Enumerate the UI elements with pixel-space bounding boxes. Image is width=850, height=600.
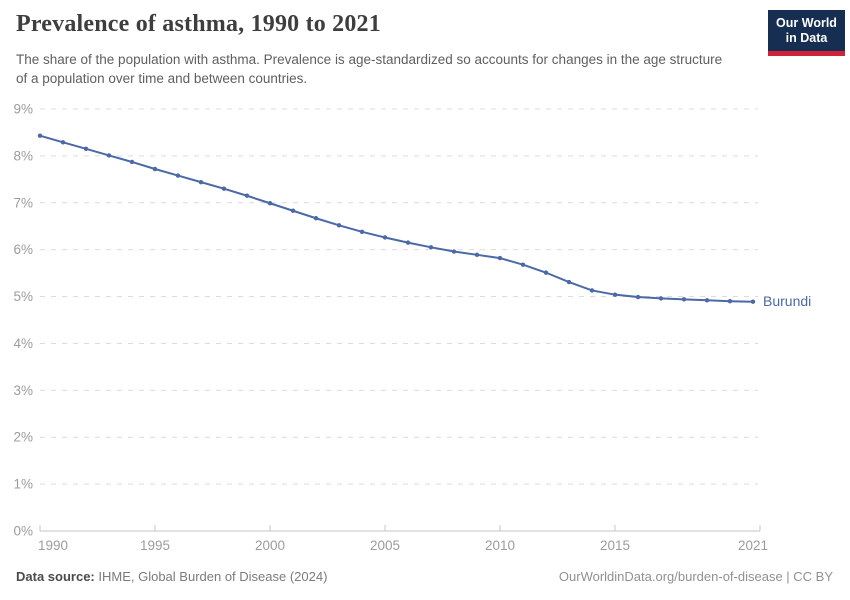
chart-title: Prevalence of asthma, 1990 to 2021 xyxy=(16,11,381,37)
license-credit[interactable]: OurWorldinData.org/burden-of-disease | C… xyxy=(558,569,833,584)
data-source: Data source: IHME, Global Burden of Dise… xyxy=(16,569,327,584)
svg-text:2010: 2010 xyxy=(485,538,515,553)
data-source-label: Data source: xyxy=(16,569,95,584)
burundi-line[interactable] xyxy=(39,134,754,303)
y-gridlines xyxy=(40,108,758,485)
svg-text:7%: 7% xyxy=(13,195,33,210)
y-axis-labels: 0% 1% 2% 3% 4% 5% 6% 7% 8% 9% xyxy=(13,101,33,538)
owid-logo[interactable]: Our World in Data xyxy=(768,10,845,56)
svg-text:9%: 9% xyxy=(13,101,33,116)
svg-text:2%: 2% xyxy=(13,430,33,445)
svg-text:1995: 1995 xyxy=(140,538,170,553)
owid-logo-line2: in Data xyxy=(785,31,828,45)
svg-text:2005: 2005 xyxy=(370,538,400,553)
svg-text:5%: 5% xyxy=(13,289,33,304)
svg-text:6%: 6% xyxy=(13,242,33,257)
svg-text:4%: 4% xyxy=(13,336,33,351)
svg-text:3%: 3% xyxy=(13,383,33,398)
svg-text:2015: 2015 xyxy=(600,538,630,553)
svg-text:8%: 8% xyxy=(13,148,33,163)
svg-text:0%: 0% xyxy=(13,524,33,539)
burundi-series-label[interactable]: Burundi xyxy=(763,293,811,309)
x-axis-labels: 1990 1995 2000 2005 2010 2015 2021 xyxy=(38,538,768,553)
x-axis xyxy=(39,525,761,532)
svg-text:2021: 2021 xyxy=(738,538,768,553)
burundi-points xyxy=(37,133,756,304)
svg-text:1%: 1% xyxy=(13,477,33,492)
chart-subtitle: The share of the population with asthma.… xyxy=(16,52,723,86)
svg-text:1990: 1990 xyxy=(38,538,68,553)
data-source-value: IHME, Global Burden of Disease (2024) xyxy=(98,569,328,584)
chart-footer: Data source: IHME, Global Burden of Dise… xyxy=(16,569,833,584)
svg-text:2000: 2000 xyxy=(255,538,285,553)
owid-logo-line1: Our World xyxy=(776,16,837,30)
